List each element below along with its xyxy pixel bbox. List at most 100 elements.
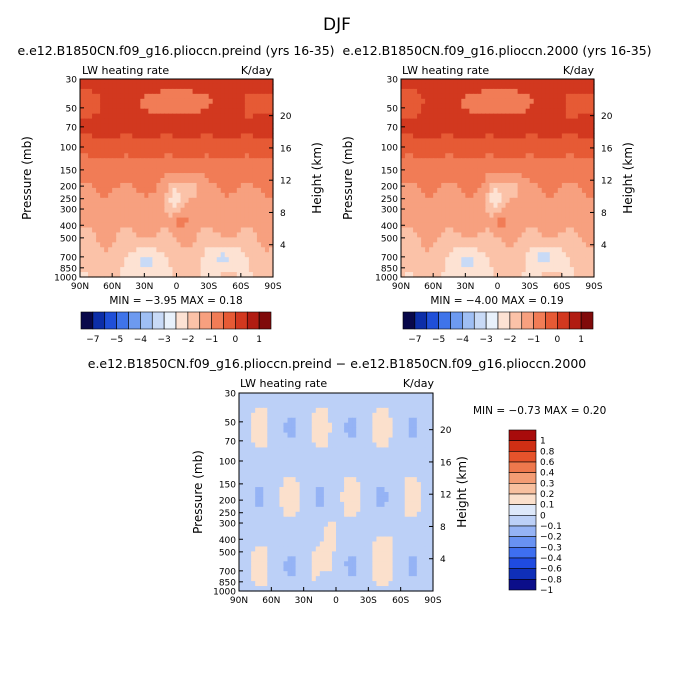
field-cell — [184, 93, 190, 100]
field-cell — [529, 237, 535, 243]
field-cell — [461, 222, 466, 229]
field-cell — [112, 178, 117, 184]
field-cell — [260, 252, 266, 258]
field-cell — [295, 417, 301, 424]
field-cell — [585, 222, 591, 229]
field-cell — [240, 128, 246, 135]
field-cell — [152, 138, 157, 144]
field-cell — [220, 148, 226, 154]
field-cell — [372, 402, 378, 409]
field-cell — [569, 212, 575, 219]
field-cell — [128, 247, 133, 253]
field-cell — [315, 432, 321, 439]
field-cell — [323, 412, 329, 419]
field-cell — [497, 202, 503, 209]
field-cell — [212, 98, 218, 105]
field-cell — [529, 257, 535, 263]
field-cell — [104, 88, 109, 95]
field-cell — [589, 217, 595, 224]
field-cell — [396, 457, 402, 463]
field-cell — [267, 492, 272, 498]
field-cell — [413, 153, 418, 159]
field-cell — [136, 108, 141, 115]
field-cell — [84, 178, 89, 184]
field-cell — [267, 452, 272, 458]
field-cell — [260, 143, 266, 149]
field-cell — [252, 103, 258, 110]
field-cell — [240, 88, 246, 95]
field-cell — [501, 227, 507, 234]
field-cell — [425, 232, 430, 238]
field-cell — [228, 79, 234, 85]
field-cell — [413, 93, 418, 100]
field-cell — [469, 113, 474, 120]
y-tick-label-right: 16 — [280, 144, 292, 154]
field-cell — [239, 397, 244, 404]
field-cell — [517, 88, 523, 95]
field-cell — [501, 242, 507, 248]
field-cell — [521, 212, 527, 219]
field-cell — [457, 232, 462, 238]
field-cell — [445, 207, 450, 214]
field-cell — [469, 252, 474, 258]
field-cell — [311, 407, 317, 414]
field-cell — [401, 187, 406, 194]
field-cell — [112, 153, 117, 159]
field-cell — [461, 133, 466, 139]
field-cell — [291, 397, 297, 404]
field-cell — [465, 217, 470, 224]
field-cell — [441, 79, 446, 85]
field-cell — [268, 93, 274, 100]
field-cell — [533, 123, 539, 130]
field-cell — [172, 93, 178, 100]
field-cell — [120, 232, 125, 238]
field-cell — [505, 217, 511, 224]
field-cell — [104, 237, 109, 243]
field-cell — [236, 187, 242, 194]
field-cell — [252, 163, 258, 169]
field-cell — [239, 393, 244, 399]
field-cell — [453, 197, 458, 204]
field-cell — [465, 103, 470, 110]
field-cell — [396, 482, 402, 488]
panel2-field — [401, 79, 595, 278]
field-cell — [533, 207, 539, 214]
field-cell — [537, 178, 543, 184]
field-cell — [561, 267, 567, 273]
field-cell — [533, 113, 539, 120]
field-cell — [420, 437, 426, 444]
field-cell — [100, 242, 105, 248]
field-cell — [589, 252, 595, 258]
y-tick-label: 100 — [60, 143, 77, 153]
field-cell — [264, 138, 270, 144]
field-cell — [236, 207, 242, 214]
field-cell — [196, 138, 202, 144]
field-cell — [581, 123, 587, 130]
field-cell — [352, 412, 357, 419]
field-cell — [485, 133, 491, 139]
field-cell — [256, 79, 262, 85]
field-cell — [152, 88, 157, 95]
field-cell — [327, 397, 333, 404]
field-cell — [96, 202, 101, 209]
field-cell — [461, 118, 466, 125]
field-cell — [172, 163, 178, 169]
field-cell — [144, 98, 149, 105]
field-cell — [216, 79, 222, 85]
field-cell — [421, 93, 426, 100]
field-cell — [569, 83, 575, 90]
field-cell — [156, 128, 162, 135]
field-cell — [541, 182, 547, 189]
field-cell — [267, 482, 272, 488]
field-cell — [232, 98, 238, 105]
field-cell — [212, 247, 218, 253]
field-cell — [517, 267, 523, 273]
field-cell — [268, 207, 274, 214]
field-cell — [180, 267, 186, 273]
field-cell — [267, 477, 272, 483]
field-cell — [529, 207, 535, 214]
field-cell — [84, 267, 89, 273]
field-cell — [336, 482, 341, 488]
field-cell — [88, 267, 93, 273]
field-cell — [401, 272, 406, 278]
